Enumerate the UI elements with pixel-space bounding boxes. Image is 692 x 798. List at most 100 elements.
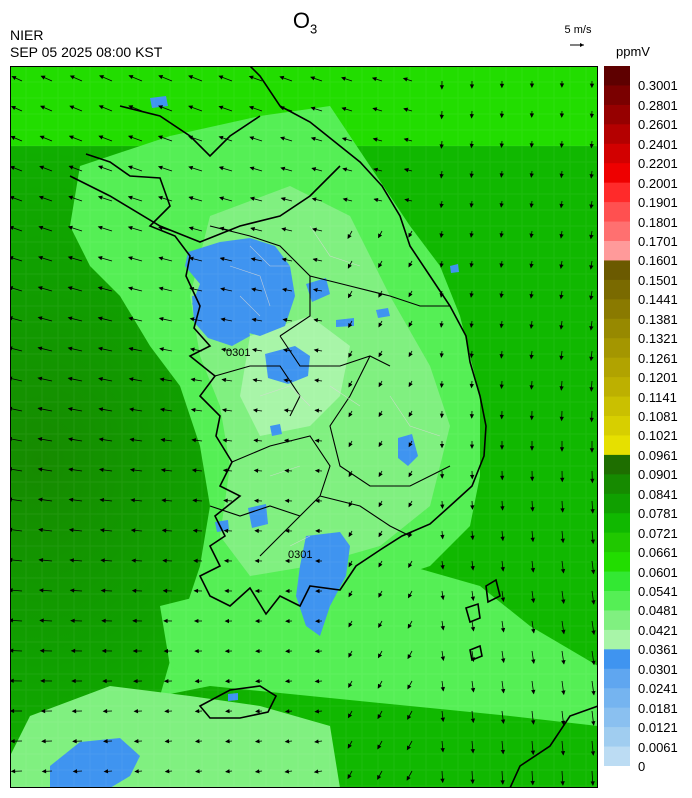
wind-arrowhead [529,415,534,421]
wind-arrowhead [128,377,134,382]
legend-swatch [604,357,630,378]
wind-arrowhead [69,105,75,110]
legend-label: 0.1141 [638,389,677,405]
wind-arrowhead [378,382,383,388]
legend-label: 0.2401 [638,136,678,152]
wind-arrowhead [591,721,596,726]
wind-arrowhead [500,566,505,572]
wind-arrowhead [499,113,505,119]
wind-arrowhead [589,387,594,392]
wind-arrowhead [560,538,565,544]
wind-arrowhead [439,203,444,209]
wind-arrowhead [218,75,224,80]
wind-arrowhead [347,263,352,269]
wind-arrowhead [315,588,320,594]
wind-arrowhead [589,143,594,149]
legend-label: 0.1501 [638,272,678,288]
wind-arrowhead [500,475,505,481]
wind-arrowhead [378,352,383,358]
wind-arrowhead [530,476,535,482]
wind-arrowhead [378,233,383,239]
wind-arrowhead [158,75,164,80]
legend-label: 0.1901 [638,195,678,211]
map-frame [10,66,598,788]
legend-swatch [604,143,630,164]
wind-arrowhead [10,195,15,200]
wind-arrowhead [314,739,319,744]
wind-arrowhead [158,105,163,110]
wind-arrowhead [102,708,108,714]
wind-arrowhead [280,166,286,171]
organization-label: NIER [10,27,44,43]
wind-arrowhead [98,437,104,442]
map-title: O3 [292,8,318,37]
wind-arrowhead [40,105,46,110]
wind-arrowhead [408,232,413,238]
wind-arrowhead [251,287,256,292]
wind-arrowhead [40,75,46,80]
wind-arrowhead [70,648,76,654]
wind-arrowhead [440,595,445,601]
legend-label: 0.1701 [638,234,678,249]
wind-arrowhead [310,76,316,81]
legend-label: 0.0841 [638,486,678,502]
county-lines-2 [259,385,441,547]
korean-peninsula-coastline [85,66,487,616]
wind-arrowhead [440,656,445,662]
boundary-gangwon [309,275,450,307]
wind-arrowhead [254,588,260,594]
wind-arrowhead [469,114,474,119]
wind-arrowhead [315,558,320,564]
legend-swatch [604,85,630,106]
wind-arrowhead [310,136,316,142]
province-boundaries [209,225,451,557]
wind-arrowhead [529,173,534,178]
wind-arrowhead [589,356,594,362]
wind-arrowhead [469,414,475,419]
legend-swatch [604,377,630,398]
wind-arrowhead [255,648,260,654]
wind-arrowhead [469,353,474,359]
ozone-concentration-map: 0301 0301 [10,66,598,788]
wind-arrowhead [440,565,445,570]
wind-arrowhead [37,406,43,412]
wind-arrowhead [561,720,566,726]
wind-arrowhead [223,528,229,533]
legend-swatch [604,202,630,223]
wind-arrowhead [39,135,45,140]
wind-arrowhead [469,143,474,149]
wind-arrowhead [408,532,413,538]
wind-arrowhead [39,165,45,170]
wind-arrowhead [590,781,595,786]
wind-arrowhead [378,532,383,538]
wind-arrowhead [559,173,564,179]
wind-arrowhead [218,135,224,140]
legend-label: 0.0121 [638,720,678,736]
wind-arrowhead [313,769,319,774]
wind-arrowhead [470,565,475,571]
wind-arrowhead [284,528,290,534]
wind-arrowhead [373,197,379,203]
wind-arrowhead [254,558,260,564]
wind-arrowhead [378,412,383,418]
wind-arrowhead [470,657,476,663]
legend-swatch [604,396,630,417]
wind-arrowhead [560,568,566,574]
timestamp-label: SEP 05 2025 08:00 KST [10,44,163,60]
wind-arrowhead [469,203,474,208]
wind-arrowhead [158,316,164,322]
legend-label: 0.0301 [638,661,678,677]
wind-arrowhead [440,747,445,753]
wind-arrowhead [128,105,134,110]
boundary-gyeongbuk [329,355,451,487]
wind-arrowhead [529,385,534,390]
wind-arrowhead [254,769,260,774]
wind-arrowhead [559,113,565,118]
wind-arrowhead [69,75,75,80]
wind-arrowhead [348,382,353,388]
wind-arrowhead [188,135,194,140]
wind-arrowhead [248,75,254,80]
wind-arrowhead [408,472,413,478]
wind-arrowhead [531,628,536,634]
legend-swatch [604,241,630,261]
